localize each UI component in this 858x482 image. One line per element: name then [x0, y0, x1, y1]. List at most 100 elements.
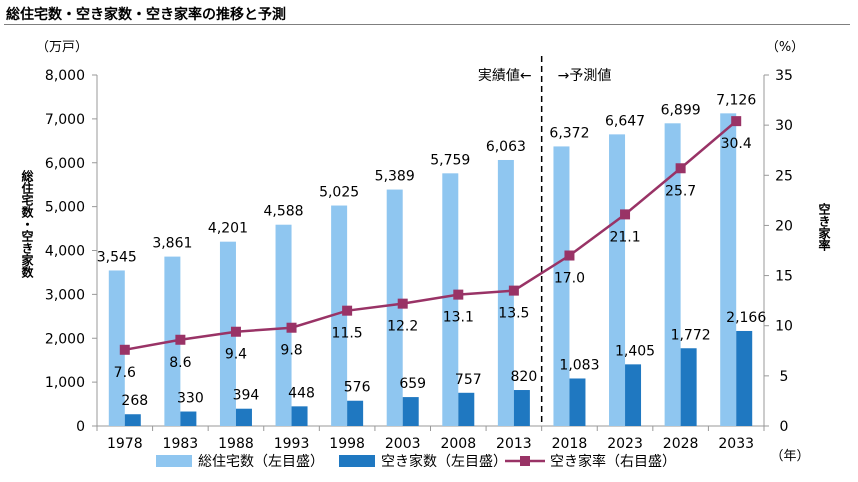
right-axis-tick-label: 15: [775, 269, 793, 285]
x-axis-tick-label: 1998: [329, 436, 365, 452]
line-vacancy-rate: [124, 120, 738, 352]
data-label-total-housing: 6,647: [605, 113, 645, 129]
data-label-vacancy-rate: 8.6: [169, 355, 191, 371]
marker-vacancy-rate: [286, 322, 297, 333]
marker-vacancy-rate: [397, 298, 408, 309]
bar-total-housing: [275, 224, 292, 426]
data-label-vacancy-rate: 11.5: [332, 326, 363, 342]
right-axis-tick-label: 25: [775, 168, 793, 184]
legend-swatch-total-housing: [156, 455, 192, 467]
x-axis-tick-label: 2003: [385, 436, 421, 452]
data-label-vacant-houses: 330: [177, 391, 204, 407]
left-axis-label: 総住宅数・空き家数: [20, 170, 34, 278]
data-label-total-housing: 6,063: [486, 139, 526, 155]
data-label-total-housing: 5,389: [375, 169, 415, 185]
left-axis-tick-label: 0: [76, 419, 85, 435]
data-label-total-housing: 6,899: [661, 102, 701, 118]
data-label-total-housing: 3,545: [97, 249, 137, 265]
data-label-vacancy-rate: 21.1: [609, 229, 640, 245]
bar-vacant-houses: [402, 397, 419, 426]
data-label-total-housing: 4,201: [208, 221, 248, 237]
left-axis-tick-label: 2,000: [45, 331, 85, 347]
left-axis-tick-label: 7,000: [45, 112, 85, 128]
data-label-total-housing: 7,126: [716, 92, 756, 108]
x-axis-tick-label: 1988: [218, 436, 254, 452]
data-label-vacant-houses: 1,772: [671, 327, 711, 343]
right-axis-tick-label: 35: [775, 68, 793, 84]
x-axis-tick-label: 1978: [107, 436, 143, 452]
left-axis-tick-label: 6,000: [45, 156, 85, 172]
data-label-total-housing: 4,588: [263, 204, 303, 220]
data-label-total-housing: 3,861: [152, 236, 192, 252]
x-axis-tick-label: 2013: [496, 436, 532, 452]
data-label-vacant-houses: 820: [511, 369, 538, 385]
bar-total-housing: [331, 205, 348, 426]
x-axis-tick-label: 2023: [607, 436, 643, 452]
data-label-vacant-houses: 2,166: [726, 310, 766, 326]
marker-vacancy-rate: [564, 250, 575, 261]
right-axis-tick-label: 20: [775, 218, 793, 234]
bar-vacant-houses: [458, 392, 475, 426]
marker-vacancy-rate: [119, 344, 130, 355]
annotation-forecast: →予測値: [558, 68, 612, 84]
data-label-vacancy-rate: 7.6: [114, 365, 136, 381]
marker-vacancy-rate: [453, 289, 464, 300]
data-label-vacancy-rate: 17.0: [554, 271, 585, 287]
data-label-total-housing: 5,759: [430, 152, 470, 168]
bar-total-housing: [442, 173, 459, 426]
x-axis-tick-label: 1993: [274, 436, 310, 452]
data-label-vacancy-rate: 13.1: [443, 310, 474, 326]
legend-swatch-vacant-houses: [339, 455, 375, 467]
bar-vacant-houses: [736, 330, 753, 426]
marker-vacancy-rate: [342, 305, 353, 316]
data-label-vacancy-rate: 13.5: [498, 306, 529, 322]
chart-title: 総住宅数・空き家数・空き家率の推移と予測: [6, 7, 286, 23]
right-axis-unit: （%）: [766, 40, 804, 55]
legend-label-vacancy-rate: 空き家率（右目盛）: [550, 453, 676, 470]
legend-label-total-housing: 総住宅数（左目盛）: [198, 454, 324, 470]
bar-vacant-houses: [625, 364, 642, 426]
bar-vacant-houses: [680, 348, 697, 426]
data-label-vacant-houses: 1,083: [559, 357, 599, 373]
bar-total-housing: [720, 113, 737, 427]
right-axis-tick-label: 5: [780, 369, 789, 385]
marker-vacancy-rate: [230, 326, 241, 337]
bar-total-housing: [664, 123, 681, 427]
x-axis-tick-label: 1983: [163, 436, 199, 452]
right-axis-tick-label: 0: [780, 419, 789, 435]
marker-vacancy-rate: [620, 209, 631, 220]
x-axis-unit: （年）: [770, 449, 809, 464]
data-label-vacant-houses: 1,405: [615, 343, 655, 359]
left-axis-tick-label: 3,000: [45, 287, 85, 303]
data-label-vacant-houses: 448: [288, 385, 315, 401]
left-axis-tick-label: 1,000: [45, 375, 85, 391]
bar-vacant-houses: [235, 408, 252, 426]
bar-vacant-houses: [291, 406, 308, 426]
left-axis-tick-label: 4,000: [45, 244, 85, 260]
right-axis-tick-label: 10: [775, 319, 793, 335]
left-axis-tick-label: 8,000: [45, 68, 85, 84]
x-axis-tick-label: 2033: [718, 436, 754, 452]
marker-vacancy-rate: [175, 334, 186, 345]
data-label-vacancy-rate: 9.8: [280, 343, 302, 359]
marker-vacancy-rate: [675, 163, 686, 174]
data-label-vacant-houses: 576: [344, 380, 371, 396]
data-label-total-housing: 6,372: [549, 125, 589, 141]
marker-vacancy-rate: [508, 285, 519, 296]
x-axis-tick-label: 2028: [663, 436, 699, 452]
data-label-vacant-houses: 268: [121, 393, 148, 409]
bar-vacant-houses: [513, 390, 530, 426]
data-label-vacancy-rate: 9.4: [225, 347, 247, 363]
bar-vacant-houses: [569, 378, 586, 426]
left-axis-tick-label: 5,000: [45, 200, 85, 216]
x-axis-tick-label: 2008: [440, 436, 476, 452]
data-label-vacancy-rate: 25.7: [665, 183, 696, 199]
bar-vacant-houses: [347, 400, 364, 426]
data-label-vacancy-rate: 12.2: [387, 319, 418, 335]
data-label-vacant-houses: 394: [233, 388, 260, 404]
data-label-vacancy-rate: 30.4: [721, 136, 752, 152]
data-label-total-housing: 5,025: [319, 185, 359, 201]
bar-vacant-houses: [124, 414, 141, 426]
bar-total-housing: [553, 146, 570, 426]
